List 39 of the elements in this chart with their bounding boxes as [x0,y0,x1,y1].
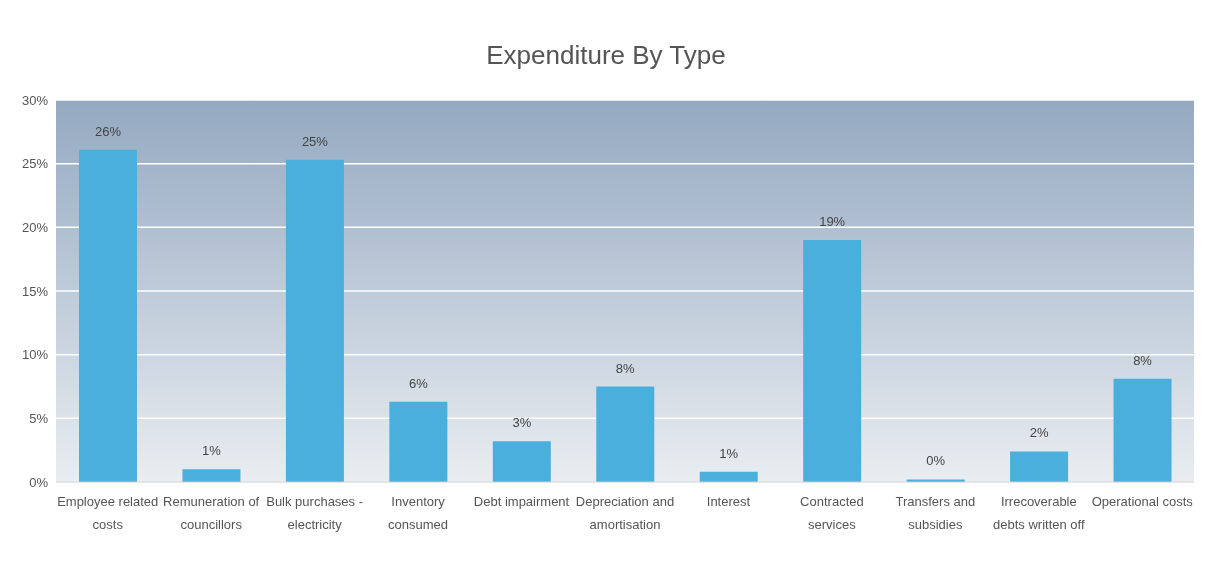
data-label: 2% [1029,425,1049,441]
bar [1113,378,1172,482]
y-tick-label: 30% [21,92,49,108]
data-label: 8% [1133,352,1153,368]
x-tick-label: Contracted services [800,494,864,532]
bar [79,149,137,482]
data-label: 1% [202,443,222,459]
x-tick-label: Bulk purchases - electricity [266,494,364,532]
y-tick-label: 25% [21,156,49,172]
x-tick-label: Employee related costs [57,494,159,532]
x-tick-label: Remuneration of councillors [163,494,260,532]
data-label: 26% [94,123,122,139]
data-label: 0% [926,453,946,469]
x-tick-label: Inventory consumed [388,494,449,532]
data-label: 8% [615,360,636,376]
y-tick-label: 15% [21,283,49,299]
y-tick-label: 5% [29,410,49,426]
x-tick-label: Transfers and subsidies [895,494,976,532]
bar [803,240,862,482]
x-tick-label: Interest [706,494,751,509]
y-tick-label: 10% [21,347,49,363]
bar [492,441,551,482]
bar [389,401,448,482]
y-tick-label: 0% [29,474,49,490]
data-label: 6% [408,375,429,391]
data-label: 19% [819,214,846,230]
data-label: 1% [719,445,739,461]
data-label: 25% [301,133,329,149]
x-tick-label: Irrecoverable debts written off [993,494,1085,532]
x-tick-label: Debt impairment [473,494,570,509]
bar [1010,451,1069,482]
x-tick-label: Depreciation and amortisation [575,494,675,532]
y-tick-label: 20% [21,219,49,235]
bar [285,159,344,482]
chart-title: Expenditure By Type [485,39,727,72]
x-tick-label: Operational costs [1091,494,1194,509]
bar [182,469,241,482]
data-label: 3% [512,415,532,431]
bar [596,386,655,482]
